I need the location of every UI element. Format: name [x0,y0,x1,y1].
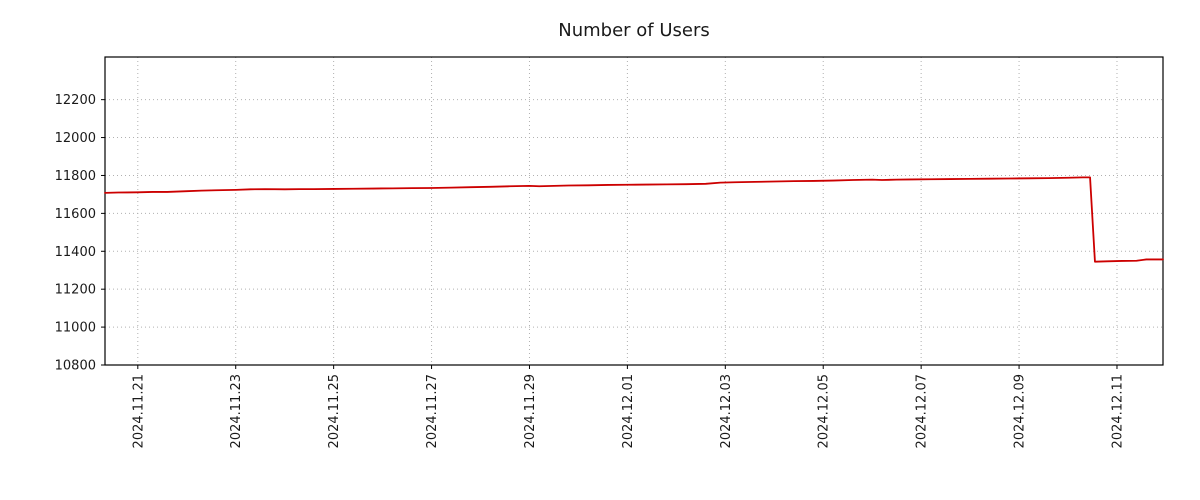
x-tick-label: 2024.12.03 [719,374,734,448]
x-tick-label: 2024.11.23 [229,374,244,448]
data-line-users [104,176,1164,263]
y-tick-label: 10800 [55,359,96,374]
y-tick-label: 11800 [55,169,96,184]
x-tick-label: 2024.11.21 [131,374,146,448]
x-tick-label: 2024.11.25 [327,374,342,448]
x-tick-label: 2024.12.11 [1110,374,1125,448]
x-tick-label: 2024.11.29 [523,374,538,448]
series-layer [104,176,1164,263]
y-tick-label: 11400 [55,245,96,260]
x-tick-label: 2024.11.27 [425,374,440,448]
plot-border [104,56,1164,366]
y-tick-label: 11200 [55,283,96,298]
axes-layer [101,56,1164,369]
y-tick-label: 11600 [55,207,96,222]
x-tick-label: 2024.12.05 [817,374,832,448]
x-tick-label: 2024.12.09 [1013,374,1028,448]
grid-layer [105,57,1163,366]
y-tick-label: 12200 [55,93,96,108]
x-tick-label: 2024.12.01 [621,374,636,448]
y-tick-label: 12000 [55,131,96,146]
chart-title: Number of Users [558,20,710,41]
labels-layer: 10800 11000 11200 11400 11600 11800 12000 12200… [55,93,1126,448]
x-tick-label: 2024.12.07 [915,374,930,448]
y-tick-label: 11000 [55,321,96,336]
